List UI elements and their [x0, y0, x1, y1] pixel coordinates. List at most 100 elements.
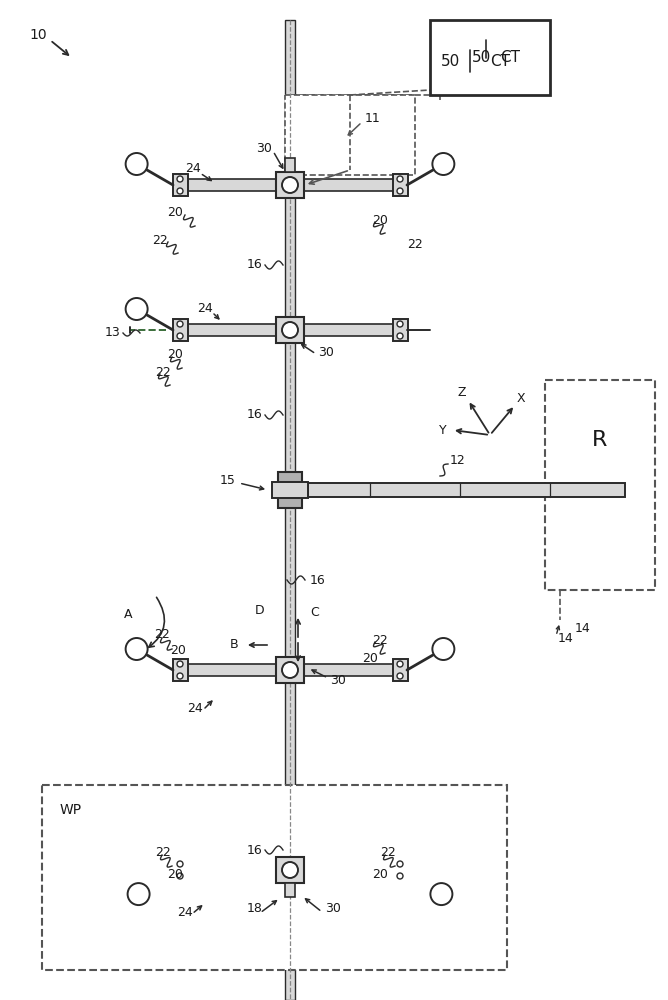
Bar [173, 319, 188, 341]
Bar [173, 859, 188, 881]
Circle shape [397, 321, 403, 327]
Text: 20: 20 [362, 652, 378, 664]
Bar [276, 657, 304, 683]
Bar [545, 380, 655, 590]
Text: 20: 20 [167, 868, 183, 882]
Bar [393, 859, 408, 881]
Text: 16: 16 [246, 408, 262, 422]
Text: D: D [255, 603, 265, 616]
Text: 22: 22 [154, 629, 170, 642]
Circle shape [430, 883, 452, 905]
Bar [276, 172, 304, 198]
Text: 24: 24 [185, 161, 201, 174]
Bar [285, 20, 295, 1000]
Text: 24: 24 [187, 702, 203, 714]
Bar [272, 482, 308, 498]
Bar [276, 317, 304, 343]
Circle shape [397, 333, 403, 339]
Circle shape [282, 862, 298, 878]
Text: 14: 14 [575, 621, 591, 635]
Text: 30: 30 [325, 902, 341, 914]
Text: R: R [593, 430, 608, 450]
Text: 22: 22 [155, 365, 171, 378]
Bar [276, 857, 304, 883]
Bar [180, 179, 276, 191]
Text: 20: 20 [167, 207, 183, 220]
Bar [393, 659, 408, 681]
Bar [42, 785, 507, 970]
Bar [304, 324, 400, 336]
Text: 13: 13 [104, 326, 120, 340]
Circle shape [177, 188, 183, 194]
Circle shape [177, 661, 183, 667]
Text: CT: CT [500, 50, 520, 66]
Circle shape [397, 176, 403, 182]
Text: 12: 12 [450, 454, 466, 466]
Circle shape [397, 673, 403, 679]
Circle shape [282, 322, 298, 338]
Bar [393, 319, 408, 341]
Text: 14: 14 [558, 632, 574, 645]
Bar [180, 664, 276, 676]
Text: 16: 16 [310, 574, 326, 586]
Text: Y: Y [439, 424, 447, 436]
Bar [308, 483, 625, 497]
Bar [173, 174, 188, 196]
Text: Z: Z [458, 385, 466, 398]
Text: 50: 50 [472, 50, 491, 66]
Text: CT: CT [490, 54, 510, 70]
Circle shape [397, 873, 403, 879]
Circle shape [177, 333, 183, 339]
Text: 15: 15 [220, 474, 236, 487]
Text: 11: 11 [365, 111, 381, 124]
Text: C: C [310, 605, 319, 618]
Text: 22: 22 [407, 238, 423, 251]
Text: A: A [124, 608, 132, 621]
Text: 30: 30 [318, 346, 334, 359]
Bar [304, 664, 400, 676]
Circle shape [397, 861, 403, 867]
Text: 20: 20 [372, 868, 388, 882]
Text: 20: 20 [372, 214, 388, 227]
Bar [430, 20, 550, 95]
Text: 10: 10 [29, 28, 47, 42]
Bar [304, 179, 400, 191]
Text: 24: 24 [177, 906, 193, 918]
Circle shape [177, 861, 183, 867]
Circle shape [126, 153, 148, 175]
Circle shape [397, 661, 403, 667]
Text: 22: 22 [152, 233, 168, 246]
Text: 22: 22 [380, 846, 396, 858]
Bar [173, 659, 188, 681]
Bar [285, 95, 415, 175]
Text: 24: 24 [197, 302, 213, 314]
Text: X: X [516, 392, 525, 406]
Text: 16: 16 [246, 258, 262, 271]
Bar [180, 324, 276, 336]
Circle shape [126, 298, 148, 320]
Circle shape [177, 176, 183, 182]
Text: 20: 20 [167, 349, 183, 361]
Text: 22: 22 [372, 634, 388, 647]
Circle shape [177, 321, 183, 327]
Circle shape [432, 153, 454, 175]
Bar [285, 158, 295, 172]
Circle shape [177, 673, 183, 679]
Circle shape [126, 638, 148, 660]
Text: 30: 30 [330, 674, 346, 686]
Text: 20: 20 [170, 644, 186, 656]
Circle shape [282, 177, 298, 193]
Text: 16: 16 [246, 844, 262, 856]
Text: 50: 50 [440, 54, 460, 70]
Text: B: B [229, 639, 238, 652]
Circle shape [177, 873, 183, 879]
Circle shape [432, 638, 454, 660]
Circle shape [128, 883, 150, 905]
Bar [278, 472, 302, 508]
Text: 18: 18 [247, 902, 263, 914]
Circle shape [397, 188, 403, 194]
Text: 30: 30 [256, 141, 272, 154]
Text: WP: WP [60, 803, 82, 817]
Circle shape [282, 662, 298, 678]
Bar [180, 864, 276, 876]
